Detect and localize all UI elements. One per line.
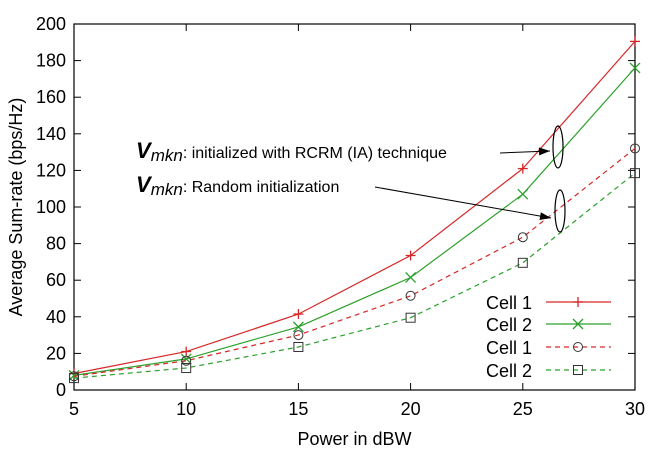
y-tick-label: 160 <box>36 87 66 107</box>
legend-label: Cell 1 <box>486 338 532 358</box>
y-tick-label: 140 <box>36 124 66 144</box>
data-point <box>292 321 304 333</box>
data-point <box>630 168 640 179</box>
series-pair-marker <box>554 189 566 233</box>
annotation-ia: Vmkn: initialized with RCRM (IA) techniq… <box>136 125 564 169</box>
data-point <box>629 62 641 74</box>
arrow-head <box>539 212 551 220</box>
legend-item-1: Cell 1 <box>486 293 611 313</box>
legend-item-2: Cell 2 <box>486 315 611 335</box>
legend-label: Cell 2 <box>486 361 532 381</box>
data-point <box>517 188 529 200</box>
x-tick-label: 30 <box>625 399 645 419</box>
x-tick-label: 20 <box>401 399 421 419</box>
series-4 <box>69 168 640 384</box>
annotation-text: Vmkn: Random initialization <box>136 172 339 199</box>
data-point <box>181 355 192 366</box>
series-line <box>73 172 636 379</box>
y-tick-label: 20 <box>46 343 66 363</box>
arrow-head <box>538 147 550 156</box>
y-tick-label: 200 <box>36 14 66 34</box>
x-tick-label: 25 <box>513 399 533 419</box>
data-point <box>405 312 416 323</box>
y-axis-label: Average Sum-rate (bps/Hz) <box>6 98 26 317</box>
legend-label: Cell 1 <box>486 293 532 313</box>
data-point <box>630 143 640 154</box>
annotation-arrow <box>374 186 552 219</box>
series-2 <box>68 62 641 381</box>
data-point <box>181 363 192 374</box>
legend-item-4: Cell 2 <box>486 361 611 381</box>
series-line <box>73 147 636 377</box>
legend-marker <box>572 318 584 330</box>
data-point <box>68 369 80 381</box>
x-tick-label: 10 <box>176 399 196 419</box>
data-point <box>517 257 528 268</box>
legend-marker <box>573 342 583 352</box>
plot-area <box>73 23 636 391</box>
data-point <box>180 353 192 365</box>
x-tick-label: 5 <box>69 399 79 419</box>
data-point <box>405 290 416 301</box>
axis-ticks: 5 10 15 20 25 30 0 20 40 60 80 100 120 140 160 180 200 <box>36 14 645 419</box>
annotation-text: Vmkn: initialized with RCRM (IA) techniq… <box>136 138 447 165</box>
data-point <box>293 330 304 341</box>
series-line <box>73 67 636 376</box>
legend-item-3: Cell 1 <box>486 338 611 358</box>
plot-frame <box>73 23 636 391</box>
series-1 <box>69 36 640 379</box>
data-point <box>293 341 304 352</box>
annotation-random: Vmkn: Random initialization <box>136 172 566 233</box>
series-lines <box>68 36 641 384</box>
y-tick-label: 180 <box>36 51 66 71</box>
y-tick-label: 0 <box>56 380 66 400</box>
x-tick-label: 15 <box>288 399 308 419</box>
y-tick-label: 80 <box>46 234 66 254</box>
x-axis-label: Power in dBW <box>297 429 411 449</box>
y-tick-label: 120 <box>36 160 66 180</box>
data-point <box>405 271 417 283</box>
data-point <box>69 373 79 384</box>
y-tick-label: 60 <box>46 270 66 290</box>
legend-label: Cell 2 <box>486 315 532 335</box>
y-tick-label: 100 <box>36 197 66 217</box>
y-tick-label: 40 <box>46 307 66 327</box>
series-line <box>73 41 636 375</box>
annotations: Vmkn: initialized with RCRM (IA) techniq… <box>136 125 566 233</box>
data-point <box>517 232 528 243</box>
legend-marker <box>573 365 583 375</box>
series-pair-marker <box>552 125 564 169</box>
